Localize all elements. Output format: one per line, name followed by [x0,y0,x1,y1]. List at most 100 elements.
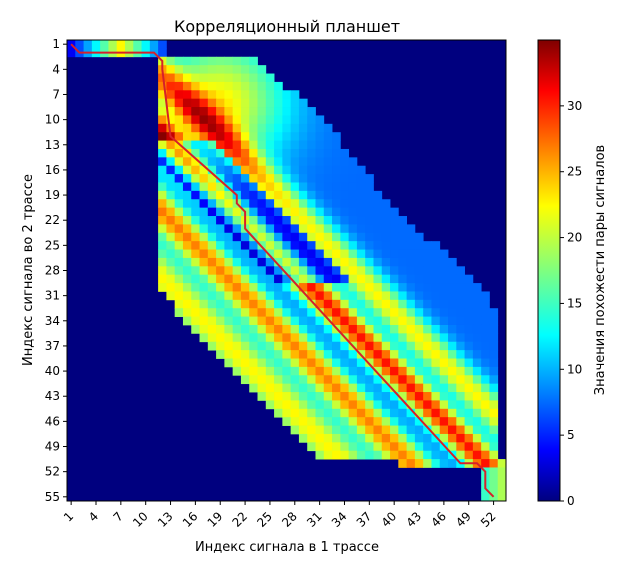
heatmap-cell [224,132,234,141]
heatmap-cell [381,232,391,242]
heatmap-cell [448,308,457,317]
heatmap-cell [315,425,325,435]
heatmap-cell [199,190,209,200]
heatmap-cell [307,190,316,200]
heatmap-cell [323,442,333,452]
heatmap-cell [174,182,184,192]
heatmap-cell [224,358,234,368]
heatmap-cell [158,283,167,292]
colorbar-label: Значения похожести пары сигналов [593,145,608,395]
heatmap-cell [290,392,300,401]
heatmap-cell [315,157,325,167]
heatmap-cell [489,375,499,385]
heatmap-cell [232,165,242,175]
heatmap-cell [431,392,441,401]
heatmap-cell [240,232,250,242]
heatmap-cell [406,383,416,393]
heatmap-cell [315,341,325,351]
heatmap-cell [390,408,399,418]
heatmap-cell [439,249,449,259]
heatmap-cell [199,299,209,309]
heatmap-cell [489,392,499,401]
heatmap-cell [456,350,465,359]
heatmap-cell [489,459,499,468]
heatmap-cell [298,324,308,334]
heatmap-cell [182,232,192,242]
heatmap-cell [207,65,217,74]
x-tick-label: 16 [180,509,201,530]
heatmap-cell [265,224,275,234]
heatmap-cell [199,199,209,209]
heatmap-cell [290,283,300,292]
heatmap-cell [323,174,333,183]
heatmap-cell [373,375,383,385]
heatmap-cell [191,65,200,74]
heatmap-cell [174,56,184,66]
heatmap-cell [199,81,209,91]
heatmap-cell [265,115,275,125]
heatmap-cell [340,224,350,234]
heatmap-cell [323,132,333,141]
heatmap-cell [398,274,407,284]
heatmap-cell [232,174,242,183]
heatmap-cell [423,350,432,359]
heatmap-cell [406,341,416,351]
heatmap-cell [332,257,341,267]
heatmap-cell [332,174,341,183]
heatmap-cell [439,400,449,410]
heatmap-cell [265,90,275,100]
heatmap-cell [249,249,258,259]
heatmap-cell [398,408,407,418]
heatmap-cell [431,425,441,435]
heatmap-cell [191,266,200,276]
heatmap-cell [282,408,292,418]
heatmap-cell [332,283,341,292]
colorbar: 0 5 10 15 20 25 30 Значения похожести пары сиг… [537,39,608,508]
heatmap-cell [174,232,184,242]
heatmap-cell [464,392,474,401]
heatmap-cell [182,207,192,217]
heatmap-cell [448,417,457,426]
heatmap-cell [365,190,374,200]
heatmap-cell [489,408,499,418]
heatmap-cell [340,433,350,443]
heatmap-cell [158,199,167,209]
heatmap-cell [365,308,374,317]
heatmap-cell [240,123,250,133]
heatmap-cell [448,383,457,393]
heatmap-cell [199,274,209,284]
heatmap-cell [307,433,316,443]
heatmap-cell [240,115,250,125]
heatmap-cell [298,383,308,393]
heatmap-cell [390,450,399,460]
heatmap-cell [390,400,399,410]
heatmap-cell [431,459,441,468]
heatmap-cell [166,232,176,242]
heatmap-cell [166,190,176,200]
heatmap-cell [340,207,350,217]
heatmap-cell [348,450,358,460]
heatmap-cell [216,308,225,317]
heatmap-cell [315,299,325,309]
x-tick-label: 4 [86,509,101,524]
heatmap-cell [298,98,308,108]
heatmap-cell [298,165,308,175]
heatmap-cell [290,350,300,359]
heatmap-cell [274,224,283,234]
heatmap-cell [398,350,407,359]
heatmap-cell [265,308,275,317]
heatmap-cell [290,148,300,158]
heatmap-cell [489,324,499,334]
heatmap-cell [207,257,217,267]
heatmap-cell [439,383,449,393]
heatmap-cell [282,383,292,393]
heatmap-cell [398,366,407,376]
heatmap-cell [298,257,308,267]
heatmap-cell [315,350,325,359]
heatmap-cell [282,90,292,100]
heatmap-cell [481,433,490,443]
heatmap-cell [323,190,333,200]
heatmap-cell [431,324,441,334]
heatmap-cell [290,291,300,301]
heatmap-cell [348,165,358,175]
